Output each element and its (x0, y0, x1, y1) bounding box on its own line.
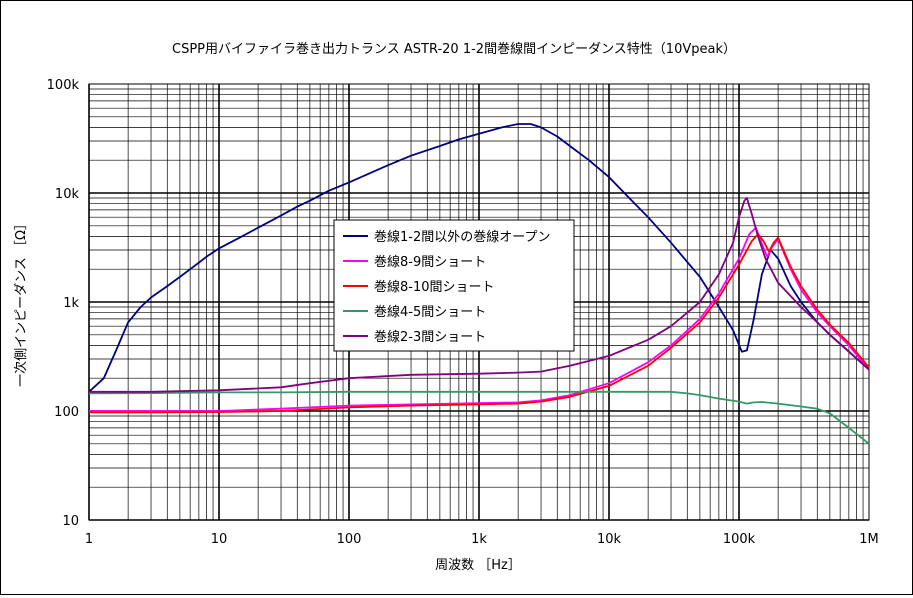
x-tick-label: 10k (597, 532, 622, 547)
x-tick-label: 1 (85, 532, 93, 547)
legend: 巻線1-2間以外の巻線オープン巻線8-9間ショート巻線8-10間ショート巻線4-… (333, 219, 575, 352)
y-axis-label: 一次側インピーダンス ［Ω］ (13, 217, 29, 387)
x-tick-label: 100k (723, 532, 756, 547)
series-line-1 (88, 123, 870, 393)
series-line-5 (89, 197, 870, 393)
series-line-4 (88, 390, 870, 445)
legend-box (333, 219, 575, 352)
x-axis-label: 周波数 ［Hz］ (435, 558, 521, 573)
legend-label-3: 巻線8-10間ショート (374, 279, 495, 295)
legend-label-5: 巻線2-3間ショート (374, 329, 486, 345)
series-lines (88, 123, 870, 445)
x-tick-label: 10 (211, 532, 228, 547)
x-tick-labels: 1 10 100 1k 10k 100k 1M (85, 532, 879, 547)
series-line-3 (89, 233, 870, 414)
y-tick-label: 10k (55, 187, 80, 202)
y-tick-labels: 10 100 1k 10k 100k (47, 78, 80, 529)
x-tick-label: 1k (471, 532, 487, 547)
chart-title: CSPP用バイファイラ巻き出力トランス ASTR-20 1-2間巻線間インピーダ… (172, 41, 736, 57)
series-line-2 (89, 226, 870, 412)
x-tick-label: 100 (337, 532, 362, 547)
x-tick-label: 1M (859, 532, 879, 547)
legend-label-1: 巻線1-2間以外の巻線オープン (374, 229, 550, 245)
y-tick-label: 100k (47, 78, 80, 93)
plot-area-border (88, 83, 870, 521)
y-tick-label: 100 (54, 405, 79, 420)
legend-label-4: 巻線4-5間ショート (374, 304, 486, 320)
legend-label-2: 巻線8-9間ショート (374, 254, 486, 270)
y-tick-label: 10 (62, 514, 79, 529)
y-tick-label: 1k (63, 296, 79, 311)
